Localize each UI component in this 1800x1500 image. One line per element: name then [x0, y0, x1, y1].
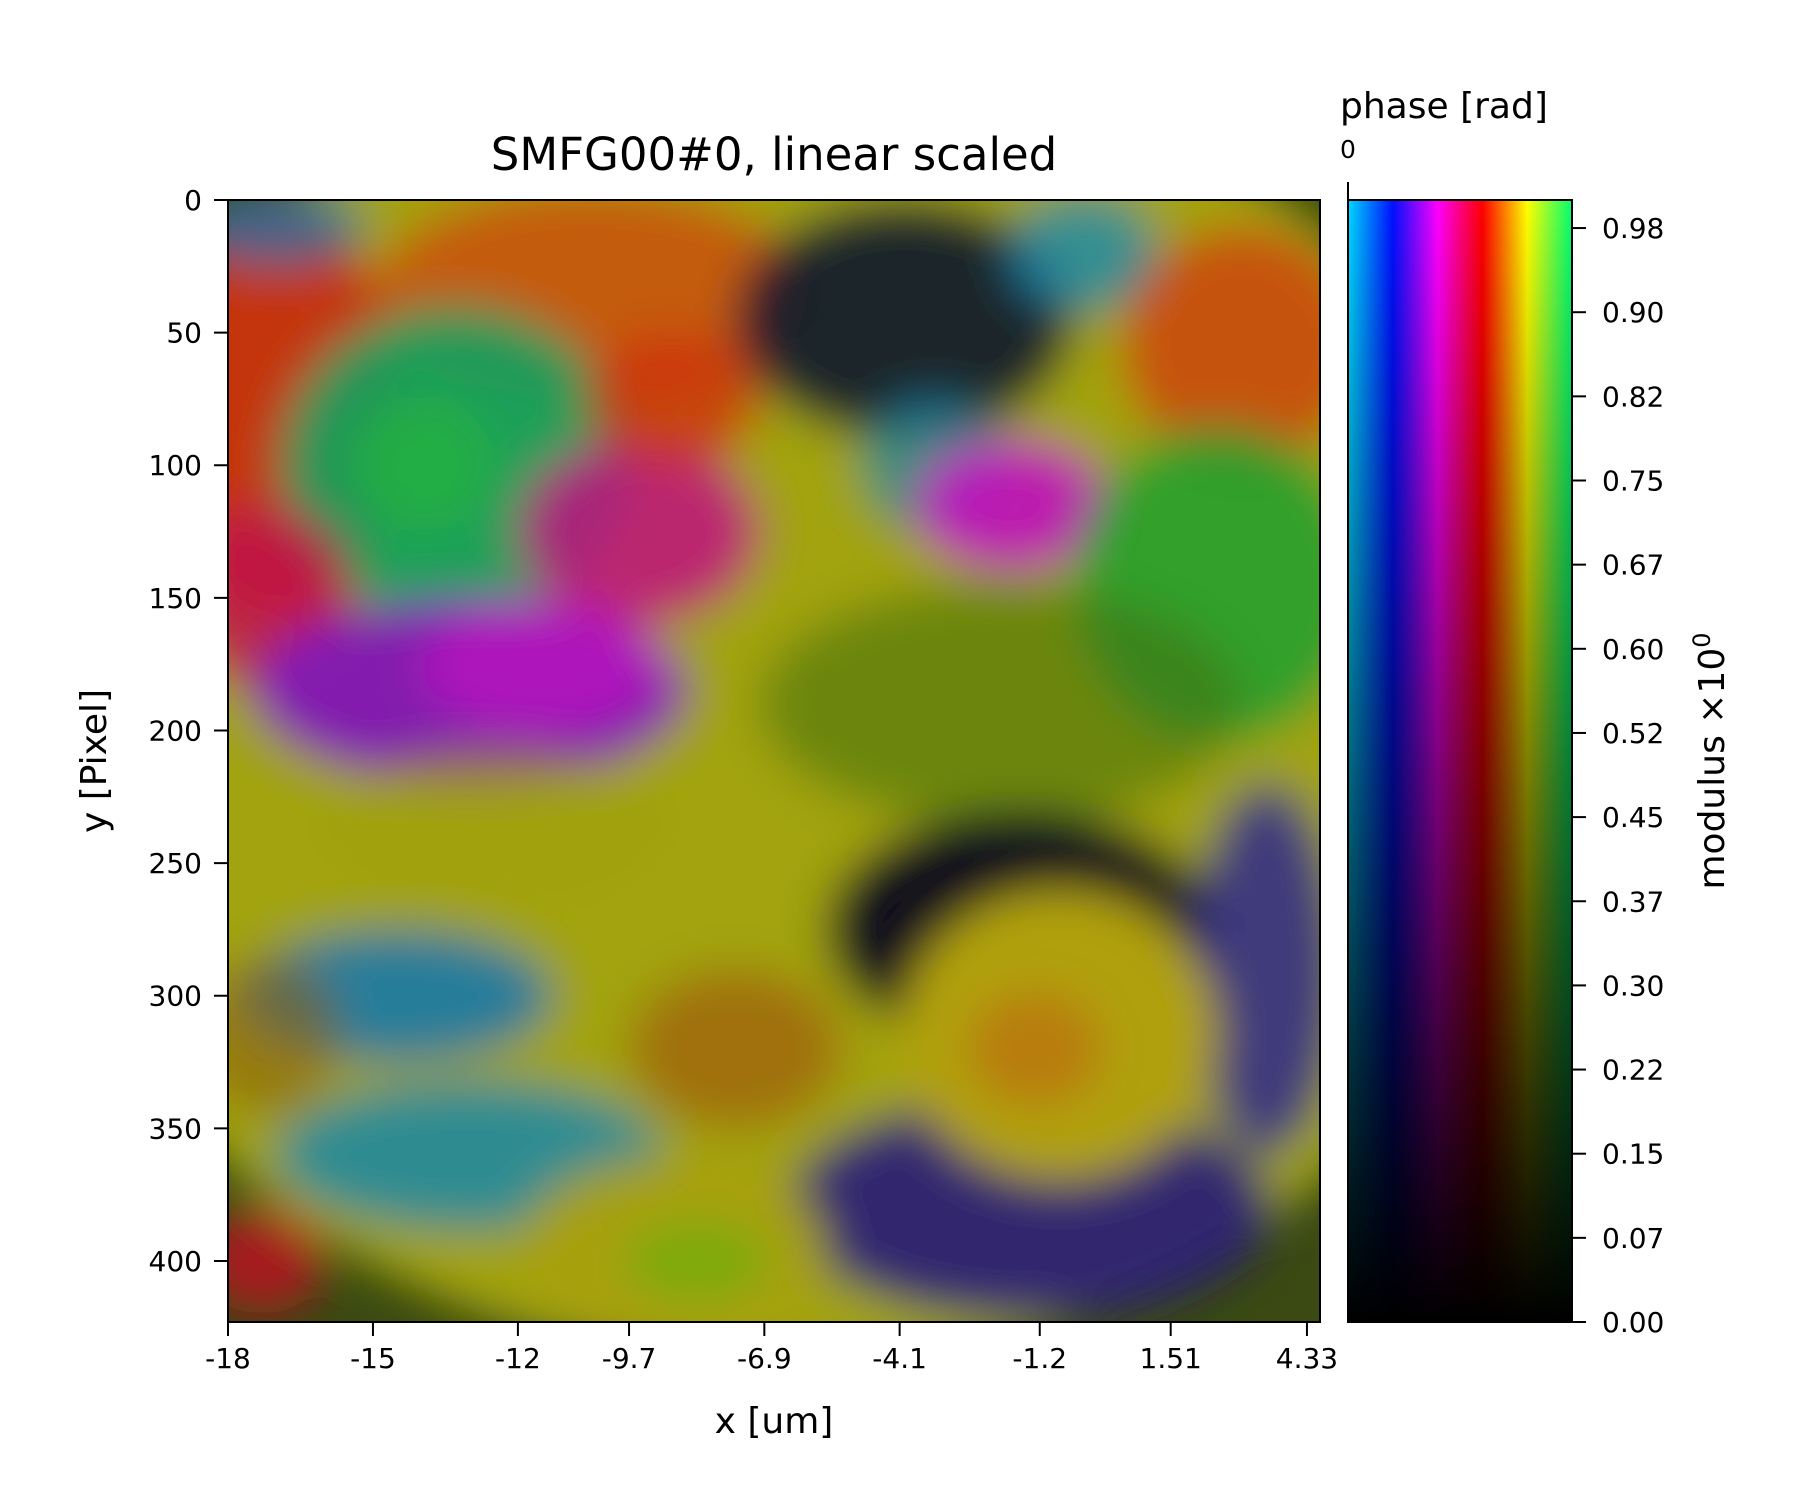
colorbar-tick-label: 0.37	[1602, 885, 1664, 918]
y-tick-label: 100	[149, 449, 202, 482]
y-tick-label: 150	[149, 582, 202, 615]
colorbar-tick-label: 0.67	[1602, 549, 1664, 582]
image-area	[228, 200, 1320, 1322]
colorbar-tick-label: 0.52	[1602, 717, 1664, 750]
y-axis-ticks: 0 50 100 150 200 250 300 350 400	[149, 184, 228, 1278]
colorbar-modulus-label-base: modulus ×10	[1692, 648, 1733, 890]
colorbar-tick-label: 0.82	[1602, 380, 1664, 413]
image-region	[517, 438, 760, 625]
colorbar-modulus-label-exp: 0	[1688, 632, 1716, 647]
image-region	[1194, 783, 1320, 1155]
image-frame	[227, 199, 1321, 1323]
image-region	[624, 1221, 770, 1301]
colorbar-tick-label: 0.22	[1602, 1054, 1664, 1087]
x-tick-label: -18	[205, 1342, 251, 1375]
chart-title: SMFG00#0, linear scaled	[491, 128, 1057, 181]
colorbar-phase-label: phase [rad]	[1340, 86, 1548, 127]
x-tick-label: -4.1	[872, 1342, 927, 1375]
x-tick-label: -9.7	[602, 1342, 657, 1375]
y-axis-label: y [Pixel]	[74, 689, 115, 833]
image-region	[1121, 226, 1320, 466]
y-tick-label: 0	[184, 184, 202, 217]
x-tick-label: 4.33	[1276, 1342, 1338, 1375]
x-axis-ticks: -18 -15 -12 -9.7 -6.9 -4.1 -1.2 1.51 4.33	[205, 1322, 1338, 1375]
colorbar-tick-label: 0.30	[1602, 969, 1664, 1002]
colorbar-tick-label: 0.07	[1602, 1222, 1664, 1255]
x-axis-label: x [um]	[715, 1401, 834, 1442]
image-region	[324, 749, 663, 898]
colorbar-frame	[1347, 199, 1573, 1323]
colorbar-tick-label: 0.90	[1602, 296, 1664, 329]
image-region	[914, 438, 1108, 572]
colorbar-phase-tick-label: 0	[1340, 135, 1356, 164]
y-tick-label: 300	[149, 980, 202, 1013]
x-tick-label: -6.9	[737, 1342, 792, 1375]
colorbar-tick-label: 0.00	[1602, 1306, 1664, 1339]
colorbar-modulus-ticks: 0.00 0.07 0.15 0.22 0.30 0.37 0.45 0.52 0.60 0.67…	[1572, 212, 1664, 1339]
x-tick-label: -15	[350, 1342, 396, 1375]
x-tick-label: -12	[495, 1342, 541, 1375]
image-region	[735, 200, 1074, 439]
image-region	[421, 597, 663, 731]
x-tick-label: -1.2	[1012, 1342, 1067, 1375]
image-region	[585, 332, 760, 466]
y-tick-label: 50	[166, 317, 202, 350]
colorbar-tick-label: 0.60	[1602, 633, 1664, 666]
colorbar-modulus-label: modulus ×100	[1688, 632, 1733, 889]
colorbar-tick-label: 0.45	[1602, 801, 1664, 834]
image-region	[759, 584, 1243, 824]
image-regions	[228, 200, 1320, 1322]
image-region	[228, 1207, 325, 1315]
x-tick-label: 1.51	[1140, 1342, 1202, 1375]
image-region	[228, 955, 340, 1116]
y-tick-label: 200	[149, 714, 202, 747]
y-tick-label: 400	[149, 1245, 202, 1278]
image-region	[629, 969, 842, 1129]
y-tick-label: 350	[149, 1112, 202, 1145]
colorbar-tick-label: 0.75	[1602, 465, 1664, 498]
image-region	[1010, 200, 1156, 312]
y-tick-label: 250	[149, 847, 202, 880]
image-region	[228, 200, 364, 267]
image-region	[348, 398, 494, 532]
colorbar-tick-label: 0.15	[1602, 1138, 1664, 1171]
colorbar-shade	[1348, 200, 1572, 1322]
colorbar-tick-label: 0.98	[1602, 212, 1664, 245]
colorbar: phase [rad] 0 0.000.070.150.220.300.370.…	[1340, 86, 1733, 1339]
image-region	[967, 990, 1103, 1108]
